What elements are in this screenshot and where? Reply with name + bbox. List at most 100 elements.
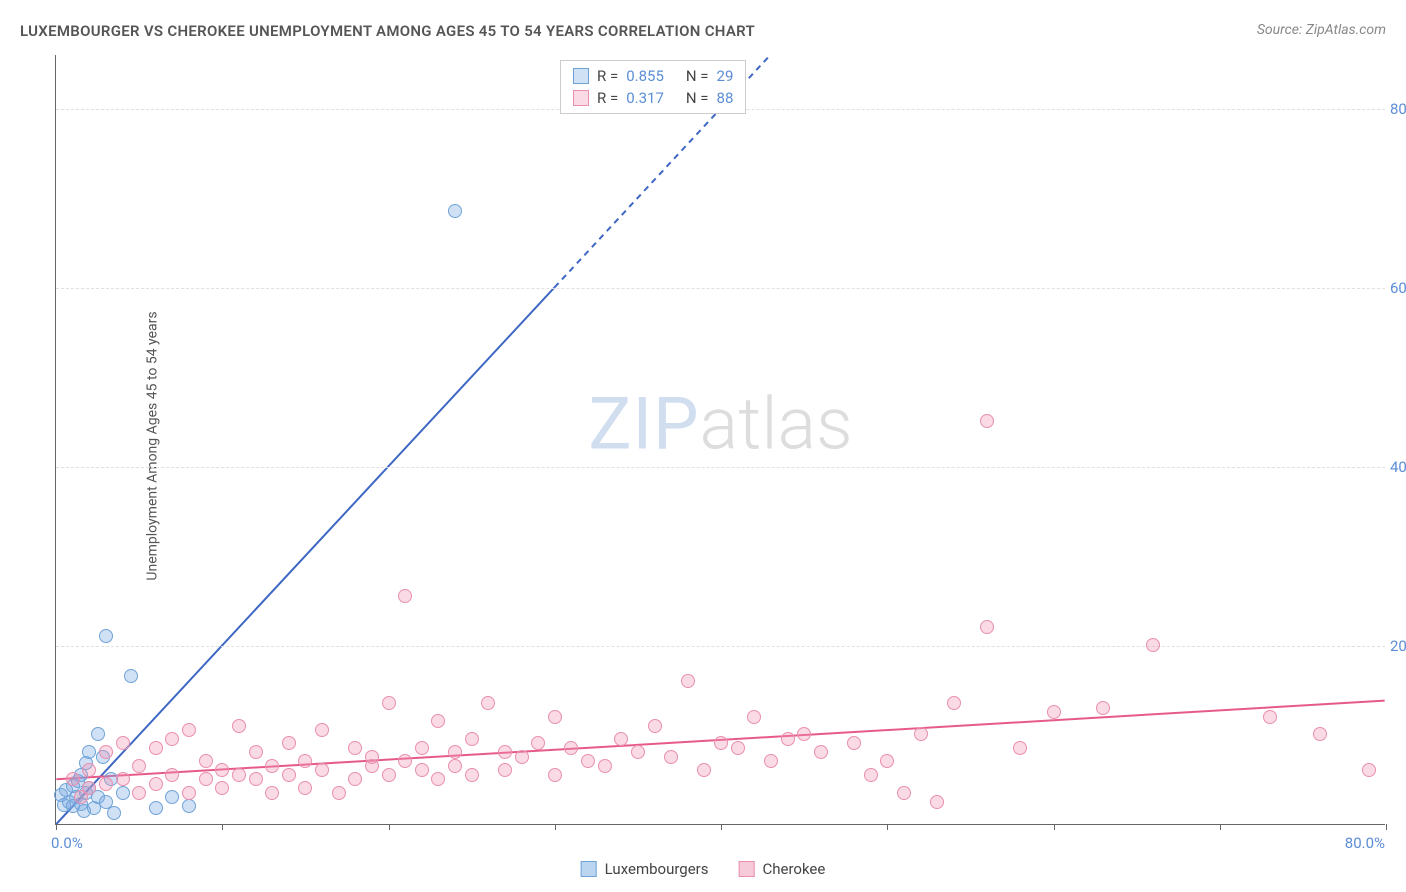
data-point: [797, 727, 811, 741]
r-label: R =: [597, 67, 618, 85]
x-tick: [887, 824, 888, 830]
data-point: [564, 741, 578, 755]
data-point: [731, 741, 745, 755]
data-point: [897, 786, 911, 800]
data-point: [1263, 710, 1277, 724]
data-point: [880, 754, 894, 768]
data-point: [764, 754, 778, 768]
data-point: [382, 696, 396, 710]
legend-item: Luxembourgers: [581, 860, 709, 878]
data-point: [182, 786, 196, 800]
data-point: [531, 736, 545, 750]
data-point: [99, 745, 113, 759]
data-point: [165, 768, 179, 782]
data-point: [149, 801, 163, 815]
legend-swatch: [573, 68, 589, 84]
n-value: 29: [717, 67, 734, 85]
x-tick: [1054, 824, 1055, 830]
data-point: [1146, 638, 1160, 652]
data-point: [1362, 763, 1376, 777]
x-tick: [222, 824, 223, 830]
x-axis-max-label: 80.0%: [1345, 834, 1385, 852]
n-label: N =: [686, 67, 709, 85]
data-point: [182, 723, 196, 737]
watermark: ZIPatlas: [588, 382, 852, 467]
data-point: [99, 777, 113, 791]
chart-title: LUXEMBOURGER VS CHEROKEE UNEMPLOYMENT AM…: [20, 22, 755, 40]
trend-lines: [56, 55, 1385, 824]
data-point: [348, 741, 362, 755]
source-prefix: Source:: [1257, 22, 1306, 38]
data-point: [149, 777, 163, 791]
data-point: [747, 710, 761, 724]
data-point: [298, 754, 312, 768]
y-tick-label: 20.0%: [1390, 637, 1406, 655]
r-label: R =: [597, 89, 618, 107]
data-point: [930, 795, 944, 809]
data-point: [947, 696, 961, 710]
data-point: [548, 710, 562, 724]
series-legend: Luxembourgers Cherokee: [581, 860, 826, 878]
data-point: [781, 732, 795, 746]
data-point: [265, 786, 279, 800]
data-point: [215, 763, 229, 777]
data-point: [598, 759, 612, 773]
source-attribution: Source: ZipAtlas.com: [1257, 22, 1386, 38]
x-axis-origin-label: 0.0%: [51, 834, 83, 852]
x-tick: [555, 824, 556, 830]
data-point: [714, 736, 728, 750]
x-tick: [56, 824, 57, 830]
data-point: [415, 741, 429, 755]
data-point: [631, 745, 645, 759]
data-point: [199, 754, 213, 768]
data-point: [581, 754, 595, 768]
data-point: [498, 763, 512, 777]
data-point: [99, 629, 113, 643]
data-point: [548, 768, 562, 782]
n-label: N =: [686, 89, 709, 107]
data-point: [697, 763, 711, 777]
data-point: [465, 768, 479, 782]
legend-label: Luxembourgers: [605, 860, 709, 878]
data-point: [91, 727, 105, 741]
source-name: ZipAtlas.com: [1306, 22, 1386, 38]
x-tick: [721, 824, 722, 830]
data-point: [382, 768, 396, 782]
data-point: [315, 723, 329, 737]
watermark-atlas: atlas: [700, 382, 853, 467]
data-point: [814, 745, 828, 759]
gridline: [56, 646, 1385, 647]
data-point: [249, 745, 263, 759]
x-tick: [389, 824, 390, 830]
data-point: [498, 745, 512, 759]
y-tick-label: 40.0%: [1390, 458, 1406, 476]
data-point: [232, 719, 246, 733]
data-point: [165, 732, 179, 746]
data-point: [448, 759, 462, 773]
legend-swatch: [573, 90, 589, 106]
correlation-legend: R = 0.855N = 29R = 0.317N = 88: [560, 60, 746, 114]
data-point: [1013, 741, 1027, 755]
data-point: [265, 759, 279, 773]
legend-label: Cherokee: [762, 860, 825, 878]
data-point: [282, 736, 296, 750]
data-point: [431, 714, 445, 728]
x-tick: [1220, 824, 1221, 830]
data-point: [481, 696, 495, 710]
r-value: 0.317: [626, 89, 664, 107]
data-point: [465, 732, 479, 746]
data-point: [182, 799, 196, 813]
data-point: [365, 759, 379, 773]
data-point: [1313, 727, 1327, 741]
data-point: [165, 790, 179, 804]
data-point: [82, 763, 96, 777]
data-point: [82, 781, 96, 795]
data-point: [298, 781, 312, 795]
data-point: [681, 674, 695, 688]
data-point: [232, 768, 246, 782]
data-point: [332, 786, 346, 800]
data-point: [249, 772, 263, 786]
scatter-plot: ZIPatlas 0.0% 80.0% 20.0%40.0%60.0%80.0%: [55, 55, 1385, 825]
data-point: [116, 786, 130, 800]
data-point: [415, 763, 429, 777]
